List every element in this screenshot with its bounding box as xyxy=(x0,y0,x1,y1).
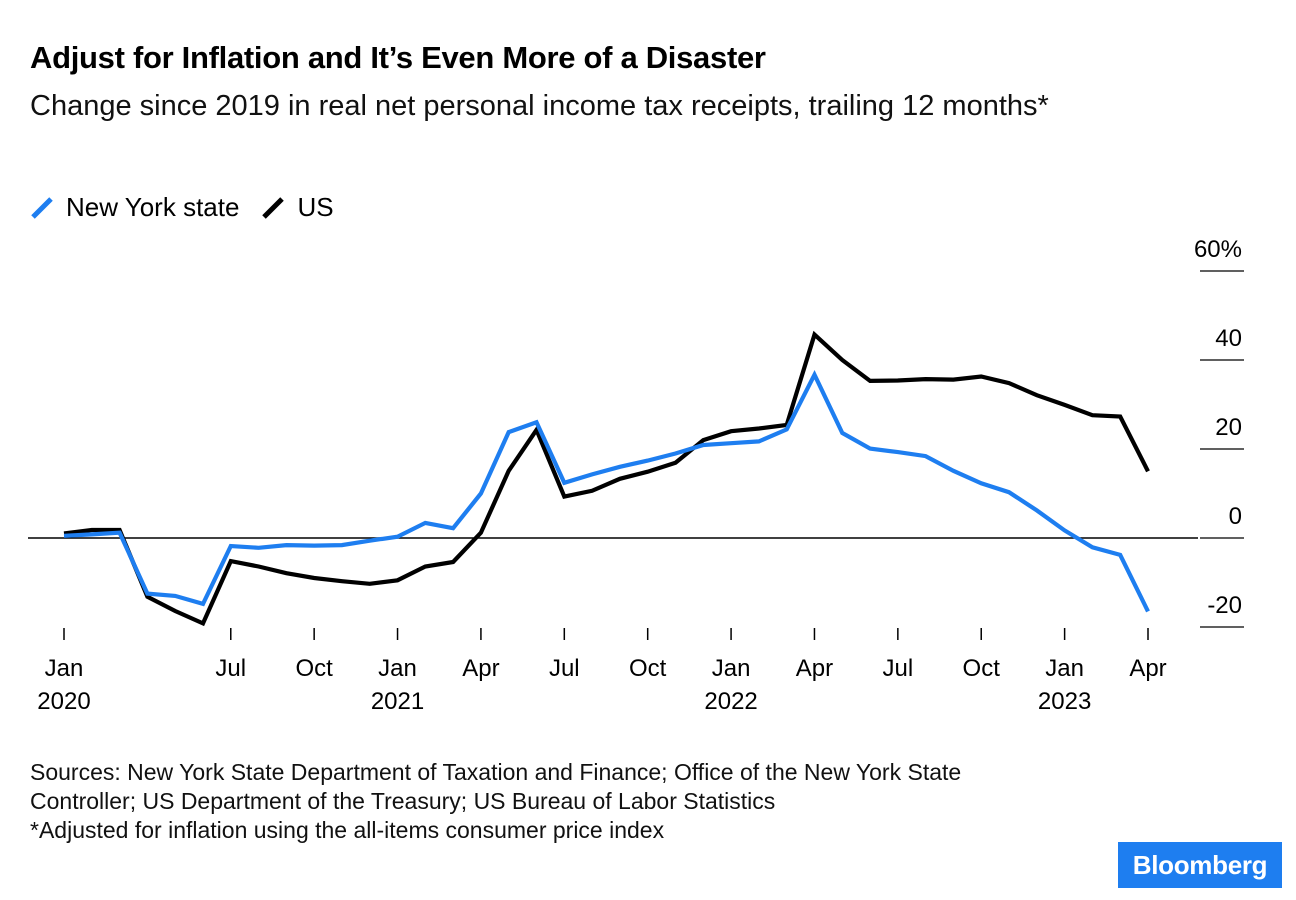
x-year-label: 2021 xyxy=(371,688,424,715)
series-line-us xyxy=(63,330,1150,627)
x-tick-label: Oct xyxy=(295,655,333,682)
x-year-label: 2022 xyxy=(704,688,757,715)
x-tick-label: Jan xyxy=(1045,655,1084,682)
x-tick-label: Jan xyxy=(712,655,751,682)
x-tick-label: Apr xyxy=(796,655,833,682)
chart-subtitle: Change since 2019 in real net personal i… xyxy=(30,90,1049,122)
x-tick-label: Apr xyxy=(462,655,499,682)
x-tick-label: Jan xyxy=(378,655,417,682)
legend: New York state US xyxy=(30,190,356,224)
x-year-label: 2023 xyxy=(1038,688,1091,715)
x-tick-label: Jul xyxy=(549,655,580,682)
y-tick-label: -20 xyxy=(1207,592,1242,619)
x-tick-label: Oct xyxy=(963,655,1001,682)
y-tick-label: 40 xyxy=(1215,325,1242,352)
legend-item-us: US xyxy=(261,191,334,223)
x-tick-label: Jan xyxy=(45,655,84,682)
inflation-note: *Adjusted for inflation using the all-it… xyxy=(30,817,665,843)
legend-item-new-york: New York state xyxy=(30,192,239,223)
sources-note: Sources: New York State Department of Ta… xyxy=(30,759,962,814)
legend-swatch-new-york-line xyxy=(31,197,53,219)
y-tick-label: 20 xyxy=(1215,414,1242,441)
x-tick-label: Jul xyxy=(215,655,246,682)
x-year-label: 2020 xyxy=(37,688,90,715)
legend-label-us: US xyxy=(297,191,334,222)
series-line-new-york-state xyxy=(63,369,1150,613)
x-tick-label: Oct xyxy=(629,655,667,682)
y-tick-label: 60% xyxy=(1194,236,1242,263)
line-chart: 60% 40 20 0 -20 Jan 2020 Jul Oct Jan 2021 Apr Jul Oct… xyxy=(28,236,1244,715)
x-tick-label: Jul xyxy=(883,655,914,682)
y-tick-label: 0 xyxy=(1229,503,1242,530)
legend-label-new-york: New York state xyxy=(66,191,240,222)
chart-title: Adjust for Inflation and It’s Even More … xyxy=(30,40,766,75)
chart-footer: Sources: New York State Department of Ta… xyxy=(30,758,1030,845)
legend-swatch-us-line xyxy=(262,197,285,219)
bloomberg-logo: Bloomberg xyxy=(1118,842,1282,888)
x-tick-label: Apr xyxy=(1129,655,1166,682)
legend-swatch-us xyxy=(262,197,285,219)
legend-swatch-new-york xyxy=(31,197,53,219)
